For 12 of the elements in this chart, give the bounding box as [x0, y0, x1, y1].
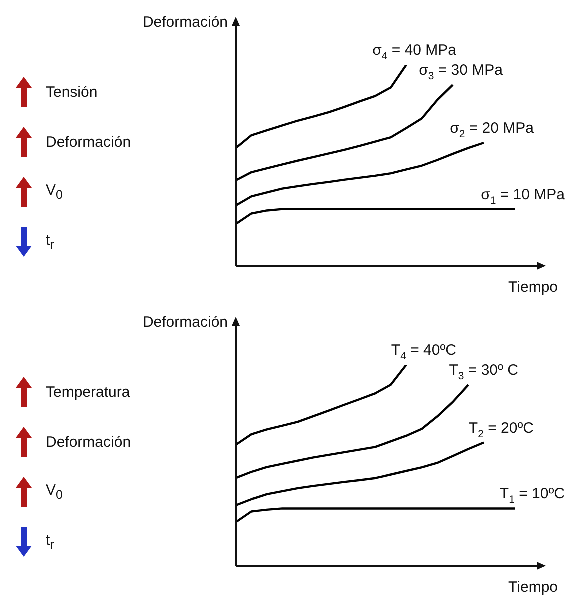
text: Temperatura: [46, 384, 130, 400]
x-axis-title: Tiempo: [508, 579, 558, 596]
y-axis-title: Deformación: [142, 14, 228, 31]
x-axis-title: Tiempo: [508, 279, 558, 296]
text: t$_{r}$: [46, 232, 54, 252]
y-axis-title: Deformación: [142, 314, 228, 331]
text: V$_{0}$: [46, 482, 63, 502]
text: V$_{0}$: [46, 182, 63, 202]
text: Deformación: [46, 434, 132, 450]
text: Tensión: [46, 84, 98, 100]
text: Deformación: [46, 134, 132, 150]
text: t$_{r}$: [46, 532, 54, 552]
